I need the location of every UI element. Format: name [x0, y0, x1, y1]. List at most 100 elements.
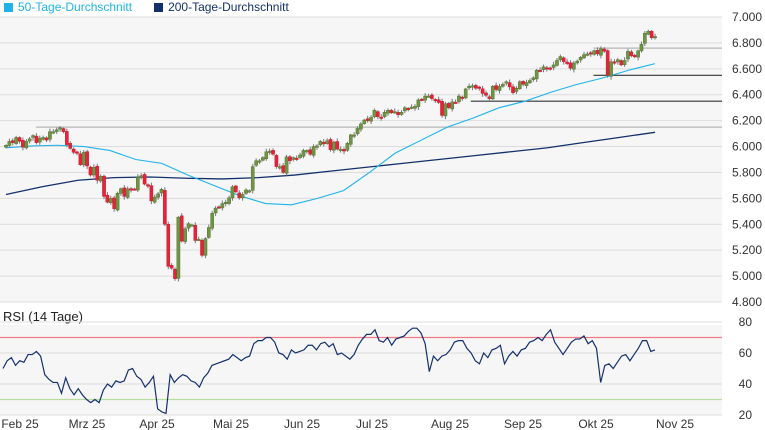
candle-up	[98, 176, 103, 182]
candle-down	[308, 149, 313, 155]
candle-up	[646, 31, 651, 35]
candle-up	[119, 188, 123, 194]
candle-down	[122, 187, 127, 197]
candle-down	[17, 137, 22, 142]
candle-down	[34, 135, 39, 143]
candle-down	[173, 268, 177, 279]
candle-down	[406, 107, 411, 110]
candle-down	[453, 101, 458, 104]
candle-up	[267, 150, 272, 153]
candle-up	[639, 44, 644, 52]
candle-down	[588, 52, 593, 55]
candle-up	[223, 202, 228, 204]
candle-down	[568, 62, 573, 69]
candle-up	[139, 175, 144, 178]
candle-up	[156, 193, 160, 198]
rsi-plot-area	[0, 325, 722, 415]
candle-up	[517, 81, 522, 89]
candle-down	[321, 141, 326, 145]
candle-up	[159, 189, 164, 194]
candle-up	[392, 111, 397, 114]
candle-up	[247, 190, 252, 193]
candle-up	[626, 51, 630, 60]
rsi-y-tick-label: 40	[739, 377, 753, 391]
candle-up	[403, 107, 407, 112]
candle-up	[528, 80, 532, 83]
x-tick-label: Jun 25	[284, 417, 320, 430]
ma50-swatch-icon	[4, 2, 13, 12]
candle-up	[345, 143, 350, 151]
candle-up	[254, 160, 258, 166]
candle-up	[257, 160, 262, 163]
x-tick-label: Apr 25	[139, 417, 175, 430]
candle-up	[369, 117, 373, 122]
candle-down	[419, 98, 424, 101]
candle-down	[217, 206, 221, 209]
candle-down	[10, 140, 15, 143]
candle-up	[490, 86, 495, 100]
candle-up	[240, 194, 245, 198]
candle-up	[372, 110, 377, 118]
rsi-title: RSI (14 Tage)	[3, 309, 83, 324]
candle-down	[142, 174, 147, 185]
candle-down	[335, 141, 340, 150]
candle-up	[277, 166, 282, 169]
candle-down	[494, 85, 498, 90]
candle-down	[447, 103, 451, 108]
candle-down	[511, 86, 515, 93]
candle-down	[484, 92, 488, 96]
candle-down	[538, 69, 542, 72]
ma200-line	[5, 131, 656, 196]
candle-up	[399, 112, 404, 115]
candle-up	[291, 157, 296, 160]
candle-up	[636, 50, 640, 58]
candle-up	[616, 59, 620, 63]
candle-down	[65, 131, 69, 145]
price-y-tick-label: 4.800	[732, 295, 762, 309]
legend-label-ma50: 50-Tage-Durchschnitt	[18, 0, 133, 14]
candle-up	[186, 223, 191, 229]
candle-down	[193, 224, 198, 241]
candle-up	[136, 176, 140, 191]
candle-down	[595, 49, 600, 55]
candle-up	[514, 88, 519, 92]
candle-down	[619, 60, 623, 66]
candle-up	[48, 131, 52, 140]
candle-up	[125, 188, 130, 198]
candle-up	[413, 106, 417, 109]
candle-down	[274, 155, 279, 167]
legend-item-ma50[interactable]: 50-Tage-Durchschnitt	[4, 0, 132, 14]
candle-up	[551, 64, 556, 68]
candle-down	[288, 156, 292, 161]
candle-down	[440, 101, 444, 116]
candle-down	[612, 61, 617, 64]
candle-up	[450, 101, 454, 110]
candle-up	[183, 228, 187, 242]
candle-up	[325, 140, 329, 144]
candle-up	[190, 224, 194, 227]
price-y-tick-label: 5.600	[732, 191, 762, 205]
price-y-tick-label: 7.000	[732, 10, 762, 24]
candle-down	[507, 82, 512, 88]
legend-item-ma200[interactable]: 200-Tage-Durchschnitt	[154, 0, 289, 14]
candle-down	[68, 143, 73, 149]
candle-up	[108, 198, 113, 203]
candle-up	[359, 123, 363, 130]
candle-up	[27, 138, 32, 142]
candle-up	[58, 127, 62, 130]
candle-down	[342, 149, 346, 152]
candle-up	[207, 227, 211, 238]
candle-up	[578, 56, 583, 61]
candle-up	[311, 146, 316, 156]
candle-down	[71, 148, 76, 153]
candle-down	[436, 99, 441, 103]
candle-down	[105, 194, 110, 203]
x-tick-label: Mrz 25	[69, 417, 106, 430]
candle-up	[332, 141, 336, 151]
candle-up	[622, 60, 627, 65]
candle-up	[467, 86, 471, 89]
candle-down	[85, 151, 89, 167]
candle-up	[81, 152, 86, 166]
x-tick-label: Jul 25	[356, 417, 388, 430]
